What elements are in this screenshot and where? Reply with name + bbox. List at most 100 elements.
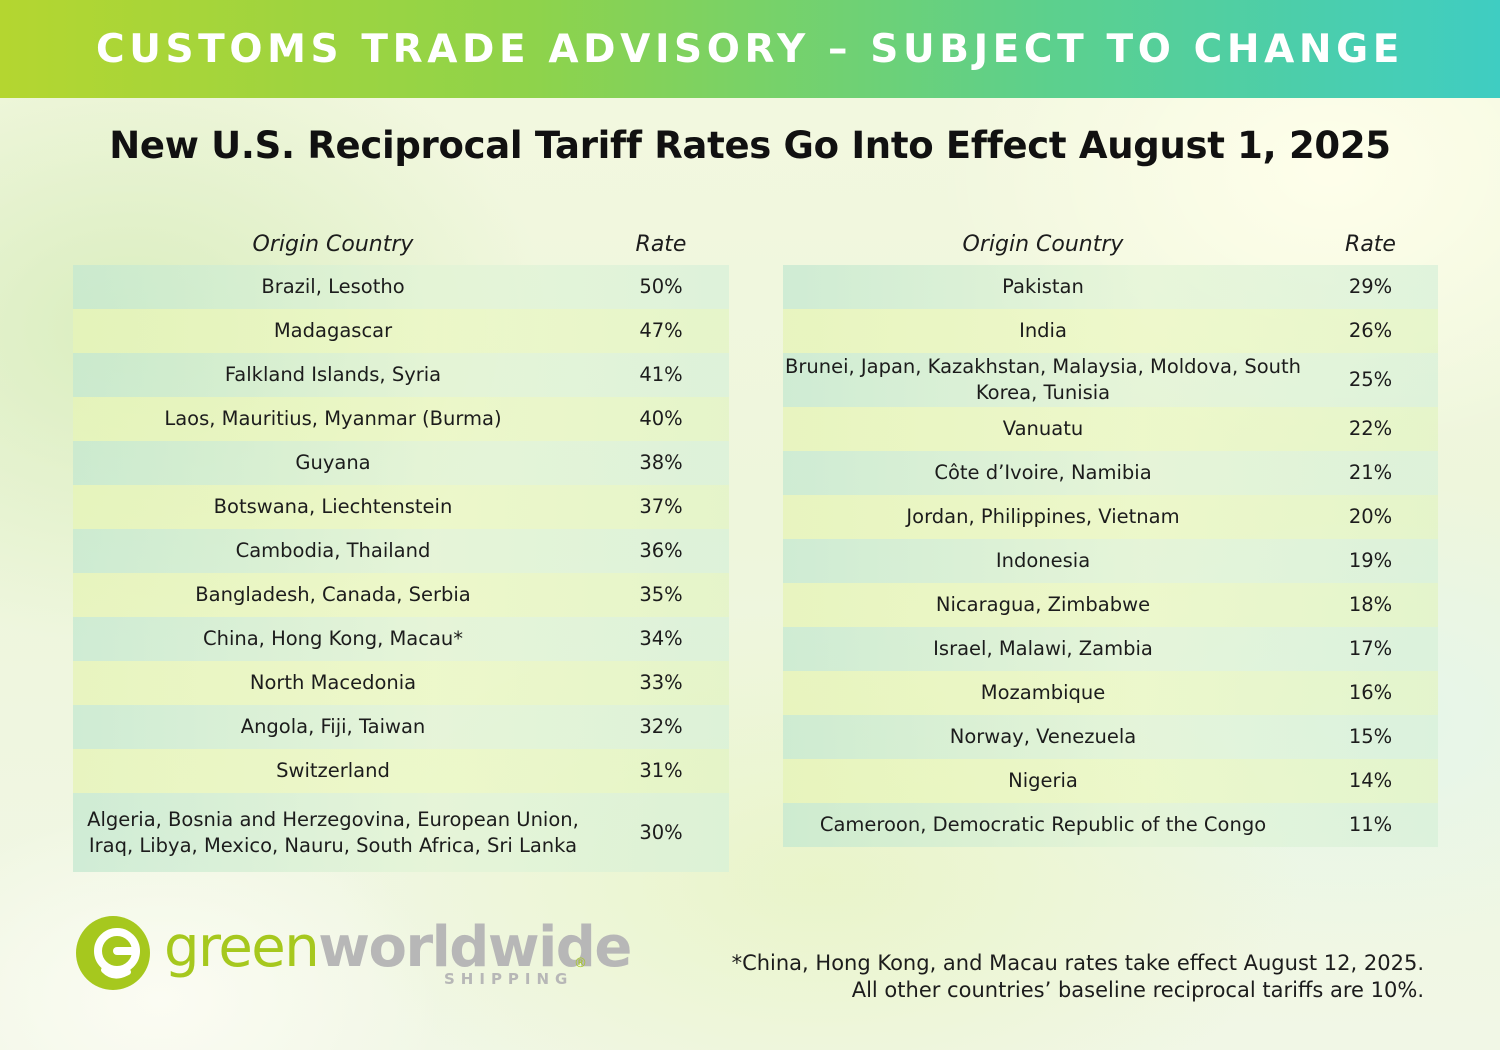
table-row: Brazil, Lesotho 50%: [73, 265, 729, 309]
rate-cell: 29%: [1348, 275, 1393, 298]
table-row: Cambodia, Thailand 36%: [73, 529, 729, 573]
table-row: Switzerland 31%: [73, 749, 729, 793]
country-cell: Israel, Malawi, Zambia: [933, 637, 1153, 660]
table-row: India 26%: [783, 309, 1438, 353]
header-origin-country: Origin Country: [962, 231, 1124, 257]
table-row: Guyana 38%: [73, 441, 729, 485]
rate-cell: 20%: [1348, 505, 1393, 528]
page-title: New U.S. Reciprocal Tariff Rates Go Into…: [109, 124, 1391, 167]
footnote-line-2: All other countries’ baseline reciprocal…: [851, 978, 1424, 1002]
rate-cell: 31%: [639, 759, 683, 782]
country-cell: Botswana, Liechtenstein: [213, 495, 453, 518]
rate-cell: 41%: [639, 363, 683, 386]
country-cell: Cambodia, Thailand: [235, 539, 431, 562]
table-row: Madagascar 47%: [73, 309, 729, 353]
footnote: *China, Hong Kong, and Macau rates take …: [732, 950, 1424, 1004]
tariff-table-left: Origin Country Rate Brazil, Lesotho 50% M…: [73, 224, 729, 872]
logo-word-green: green: [164, 915, 320, 980]
country-cell: Guyana: [295, 451, 371, 474]
logo-wordmark: greenworldwide: [164, 915, 632, 980]
rate-cell: 19%: [1348, 549, 1393, 572]
rate-cell: 17%: [1348, 637, 1393, 660]
country-cell: Indonesia: [995, 549, 1091, 572]
rate-cell: 35%: [639, 583, 683, 606]
rate-cell: 30%: [639, 820, 683, 844]
country-cell: Bangladesh, Canada, Serbia: [195, 583, 471, 606]
table-row: Côte d’Ivoire, Namibia 21%: [783, 451, 1438, 495]
country-cell: Pakistan: [1002, 275, 1084, 298]
country-cell: Algeria, Bosnia and Herzegovina, Europea…: [87, 807, 579, 857]
logo-subtitle: SHIPPING: [444, 970, 574, 988]
rate-cell: 32%: [639, 715, 683, 738]
rate-cell: 11%: [1348, 813, 1393, 836]
table-row: North Macedonia 33%: [73, 661, 729, 705]
country-cell: Norway, Venezuela: [949, 725, 1137, 748]
rate-cell: 15%: [1348, 725, 1393, 748]
registered-mark: ®: [574, 956, 587, 971]
table-row: Nicaragua, Zimbabwe 18%: [783, 583, 1438, 627]
rate-cell: 37%: [639, 495, 683, 518]
logo-word-grey: worldwide: [318, 915, 632, 980]
logo-mark-icon: [76, 916, 150, 990]
country-cell: China, Hong Kong, Macau*: [202, 627, 464, 650]
rate-cell: 33%: [639, 671, 683, 694]
rate-cell: 22%: [1348, 417, 1393, 440]
country-cell: India: [1019, 319, 1067, 342]
country-cell: Nicaragua, Zimbabwe: [935, 593, 1151, 616]
table-body: Pakistan 29% India 26% Brunei, Japan, Kaza…: [783, 265, 1438, 847]
table-row: Norway, Venezuela 15%: [783, 715, 1438, 759]
table-row: Angola, Fiji, Taiwan 32%: [73, 705, 729, 749]
country-cell: Mozambique: [980, 681, 1106, 704]
country-cell: Cameroon, Democratic Republic of the Con…: [819, 813, 1267, 836]
table-body: Brazil, Lesotho 50% Madagascar 47% Falklan…: [73, 265, 729, 872]
header-rate: Rate: [1345, 231, 1396, 257]
header-rate: Rate: [635, 231, 687, 257]
header-origin-country: Origin Country: [252, 231, 414, 257]
country-cell: Angola, Fiji, Taiwan: [240, 715, 426, 738]
rate-cell: 34%: [639, 627, 683, 650]
rate-cell: 40%: [639, 407, 683, 430]
country-cell: North Macedonia: [249, 671, 417, 694]
table-row: Mozambique 16%: [783, 671, 1438, 715]
country-cell: Nigeria: [1008, 769, 1078, 792]
rate-cell: 16%: [1348, 681, 1393, 704]
table-row: Bangladesh, Canada, Serbia 35%: [73, 573, 729, 617]
table-row: Nigeria 14%: [783, 759, 1438, 803]
advisory-banner: CUSTOMS TRADE ADVISORY – SUBJECT TO CHAN…: [0, 0, 1500, 98]
country-cell: Switzerland: [276, 759, 390, 782]
rate-cell: 21%: [1348, 461, 1393, 484]
rate-cell: 36%: [639, 539, 683, 562]
rate-cell: 18%: [1348, 593, 1393, 616]
greenworldwide-logo: greenworldwide SHIPPING ®: [74, 912, 632, 992]
country-cell: Falkland Islands, Syria: [224, 363, 442, 386]
footnote-line-1: *China, Hong Kong, and Macau rates take …: [731, 951, 1424, 975]
country-cell: Jordan, Philippines, Vietnam: [906, 505, 1180, 528]
country-cell: Côte d’Ivoire, Namibia: [934, 461, 1152, 484]
banner-text: CUSTOMS TRADE ADVISORY – SUBJECT TO CHAN…: [95, 26, 1404, 72]
rate-cell: 26%: [1348, 319, 1393, 342]
rate-cell: 47%: [639, 319, 683, 342]
country-cell: Vanuatu: [1002, 417, 1084, 440]
rate-cell: 14%: [1348, 769, 1393, 792]
table-header: Origin Country Rate: [783, 224, 1438, 264]
country-cell: Brazil, Lesotho: [261, 275, 405, 298]
table-row: Jordan, Philippines, Vietnam 20%: [783, 495, 1438, 539]
table-row: Indonesia 19%: [783, 539, 1438, 583]
rate-cell: 50%: [639, 275, 683, 298]
country-cell: Brunei, Japan, Kazakhstan, Malaysia, Mol…: [784, 355, 1302, 404]
tariff-table-right: Origin Country Rate Pakistan 29% India 26%…: [783, 224, 1438, 847]
table-row: Laos, Mauritius, Myanmar (Burma) 40%: [73, 397, 729, 441]
table-row: Israel, Malawi, Zambia 17%: [783, 627, 1438, 671]
table-row: Botswana, Liechtenstein 37%: [73, 485, 729, 529]
country-cell: Madagascar: [273, 319, 393, 342]
table-row: Cameroon, Democratic Republic of the Con…: [783, 803, 1438, 847]
country-cell: Laos, Mauritius, Myanmar (Burma): [164, 407, 502, 430]
table-row: Algeria, Bosnia and Herzegovina, Europea…: [73, 793, 729, 872]
table-row: China, Hong Kong, Macau* 34%: [73, 617, 729, 661]
table-row: Falkland Islands, Syria 41%: [73, 353, 729, 397]
table-header: Origin Country Rate: [73, 224, 729, 264]
table-row: Brunei, Japan, Kazakhstan, Malaysia, Mol…: [783, 353, 1438, 407]
rate-cell: 38%: [639, 451, 683, 474]
table-row: Pakistan 29%: [783, 265, 1438, 309]
rate-cell: 25%: [1348, 368, 1393, 391]
